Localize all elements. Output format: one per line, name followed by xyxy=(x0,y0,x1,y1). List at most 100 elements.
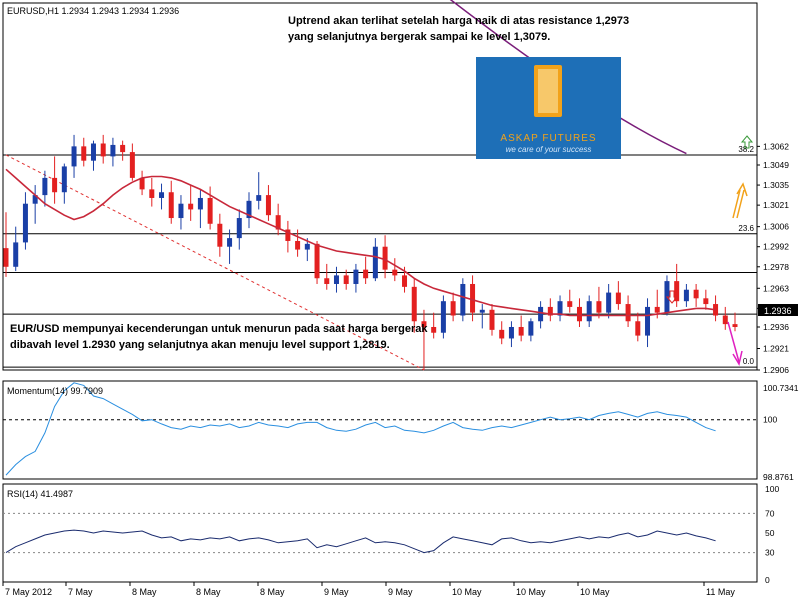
down-arrow-icon xyxy=(665,290,679,304)
x-tick-label-8: 10 May xyxy=(516,587,546,597)
momentum-panel-frame xyxy=(2,380,758,480)
candle-21 xyxy=(207,186,213,230)
rsi-line xyxy=(5,529,716,554)
candle-72 xyxy=(703,289,709,310)
candle-60 xyxy=(586,295,592,327)
candle-50 xyxy=(489,304,495,336)
candle-37 xyxy=(363,256,369,284)
candle-7 xyxy=(71,134,77,178)
price-panel: 38.2 23.6 0.0 1.3062 1.3049 1.3035 1.3021 1.30… xyxy=(2,0,798,375)
candle-62 xyxy=(606,283,612,319)
trendline xyxy=(5,154,425,371)
candle-47 xyxy=(460,278,466,322)
candle-45 xyxy=(440,295,446,339)
momentum-panel: 100.7341 100 98.8761 Momentum(14) 99.7909 xyxy=(2,380,799,482)
candle-51 xyxy=(499,321,505,345)
price-tick-label-10: 1.2921 xyxy=(763,343,789,353)
candle-5 xyxy=(52,156,58,204)
candle-11 xyxy=(110,137,116,167)
x-tick-label-9: 10 May xyxy=(580,587,610,597)
price-tick-label-2: 1.3035 xyxy=(763,180,789,190)
candle-16 xyxy=(159,183,165,210)
x-tick-label-3: 8 May xyxy=(196,587,221,597)
downtrend-annotation: EUR/USD mempunyai kecenderungan untuk me… xyxy=(10,321,428,353)
candle-38 xyxy=(372,238,378,282)
logo-mark-icon xyxy=(534,65,562,117)
uptrend-annotation-line-2: yang selanjutnya bergerak sampai ke leve… xyxy=(288,31,551,43)
momentum-line xyxy=(5,382,716,476)
askap-futures-logo: ASKAP FUTURES we care of your success xyxy=(476,57,621,159)
candle-65 xyxy=(635,312,641,342)
price-tick-label-11: 1.2906 xyxy=(763,365,789,375)
current-price-tag xyxy=(758,304,798,316)
price-panel-frame xyxy=(2,2,758,371)
candle-74 xyxy=(722,306,728,330)
candle-70 xyxy=(683,283,689,307)
candle-20 xyxy=(197,189,203,229)
candle-53 xyxy=(518,315,524,342)
rsi-tick-label-1: 70 xyxy=(765,508,775,518)
price-tick-label-7: 1.2963 xyxy=(763,283,789,293)
up-arrow-icon xyxy=(740,135,754,149)
x-tick-label-1: 7 May xyxy=(68,587,93,597)
downtrend-annotation-line-2: dibavah level 1.2930 yang selanjutnya ak… xyxy=(10,339,390,351)
current-price-label: 1.2936 xyxy=(764,306,792,316)
x-tick-label-6: 9 May xyxy=(388,587,413,597)
candle-1 xyxy=(13,226,19,272)
candle-24 xyxy=(236,209,242,250)
candle-57 xyxy=(557,295,563,322)
candle-63 xyxy=(615,281,621,310)
candle-26 xyxy=(256,172,262,210)
price-tick-label-0: 1.3062 xyxy=(763,141,789,151)
price-header: EURUSD,H1 1.2934 1.2943 1.2934 1.2936 xyxy=(7,6,179,16)
candle-61 xyxy=(596,286,602,319)
candle-66 xyxy=(645,298,651,348)
x-tick-label-7: 10 May xyxy=(452,587,482,597)
uptrend-annotation-line-1: Uptrend akan terlihat setelah harga naik… xyxy=(288,15,630,27)
candle-46 xyxy=(450,292,456,322)
fib-level-label-4: 0.0 xyxy=(743,357,755,366)
candle-56 xyxy=(547,298,553,322)
candle-33 xyxy=(324,263,330,290)
price-tick-label-5: 1.2992 xyxy=(763,242,789,252)
rsi-title: RSI(14) 41.4987 xyxy=(7,489,73,499)
candle-40 xyxy=(392,258,398,282)
candle-8 xyxy=(81,137,87,167)
rsi-panel: 100 70 50 30 0 RSI(14) 41.4987 xyxy=(2,483,779,585)
magenta-downtrend-arrow-icon xyxy=(727,321,743,366)
price-tick-label-9: 1.2936 xyxy=(763,322,789,332)
momentum-tick-label-1: 100 xyxy=(763,415,777,425)
candle-4 xyxy=(42,170,48,207)
candle-55 xyxy=(538,301,544,329)
candle-58 xyxy=(567,289,573,313)
candle-36 xyxy=(353,263,359,293)
uptrend-annotation: Uptrend akan terlihat setelah harga naik… xyxy=(288,13,629,45)
candle-29 xyxy=(285,220,291,253)
candle-3 xyxy=(32,185,38,224)
candle-44 xyxy=(431,312,437,339)
price-tick-label-3: 1.3021 xyxy=(763,200,789,210)
candle-34 xyxy=(333,266,339,293)
candle-10 xyxy=(100,134,106,164)
candle-48 xyxy=(470,275,476,322)
momentum-title: Momentum(14) 99.7909 xyxy=(7,386,103,396)
momentum-tick-label-2: 98.8761 xyxy=(763,472,794,482)
price-tick-label-6: 1.2978 xyxy=(763,262,789,272)
rsi-tick-label-0: 100 xyxy=(765,484,779,494)
candle-69 xyxy=(674,263,680,307)
x-tick-label-4: 8 May xyxy=(260,587,285,597)
candle-42 xyxy=(411,278,417,333)
x-tick-label-5: 9 May xyxy=(324,587,349,597)
candle-22 xyxy=(217,213,223,257)
candle-23 xyxy=(227,229,233,264)
rsi-tick-label-3: 30 xyxy=(765,548,775,558)
candle-54 xyxy=(528,318,534,342)
candle-9 xyxy=(90,140,96,171)
candle-64 xyxy=(625,295,631,327)
rsi-tick-label-4: 0 xyxy=(765,575,770,585)
candle-43 xyxy=(421,309,427,370)
candle-19 xyxy=(188,185,194,221)
orange-uptrend-arrow-icon xyxy=(732,182,748,219)
candle-25 xyxy=(246,192,252,229)
fib-level-label-0: 38.2 xyxy=(738,145,754,154)
